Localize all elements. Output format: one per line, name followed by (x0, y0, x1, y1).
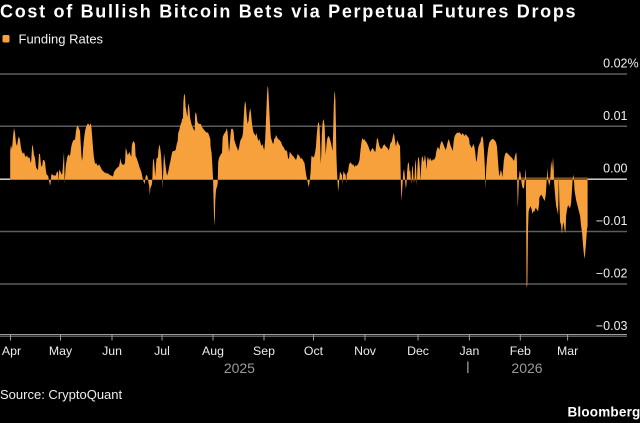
svg-text:−0.01: −0.01 (596, 214, 628, 228)
svg-text:Funding Rates: Funding Rates (19, 32, 104, 47)
svg-text:Mar: Mar (557, 344, 578, 358)
svg-text:Jan: Jan (459, 344, 479, 358)
svg-text:0.00: 0.00 (603, 162, 627, 176)
svg-text:2025: 2025 (224, 360, 255, 376)
svg-text:Jun: Jun (102, 344, 122, 358)
svg-text:Nov: Nov (354, 344, 377, 358)
svg-text:%: % (628, 57, 639, 71)
svg-text:May: May (49, 344, 73, 358)
svg-text:Sep: Sep (253, 344, 275, 358)
svg-text:Aug: Aug (202, 344, 224, 358)
svg-text:Bloomberg: Bloomberg (567, 405, 640, 420)
svg-text:Jul: Jul (154, 344, 170, 358)
svg-text:Dec: Dec (407, 344, 429, 358)
svg-text:−0.03: −0.03 (596, 319, 628, 333)
svg-text:2026: 2026 (511, 360, 542, 376)
svg-text:Feb: Feb (510, 344, 531, 358)
svg-text:Apr: Apr (2, 344, 21, 358)
svg-text:Source: CryptoQuant: Source: CryptoQuant (0, 387, 123, 402)
svg-text:0.01: 0.01 (603, 109, 627, 123)
svg-text:0.02: 0.02 (603, 57, 627, 71)
svg-text:Cost of Bullish Bitcoin Bets v: Cost of Bullish Bitcoin Bets via Perpetu… (0, 2, 577, 22)
svg-text:−0.02: −0.02 (596, 267, 628, 281)
svg-text:Oct: Oct (304, 344, 324, 358)
